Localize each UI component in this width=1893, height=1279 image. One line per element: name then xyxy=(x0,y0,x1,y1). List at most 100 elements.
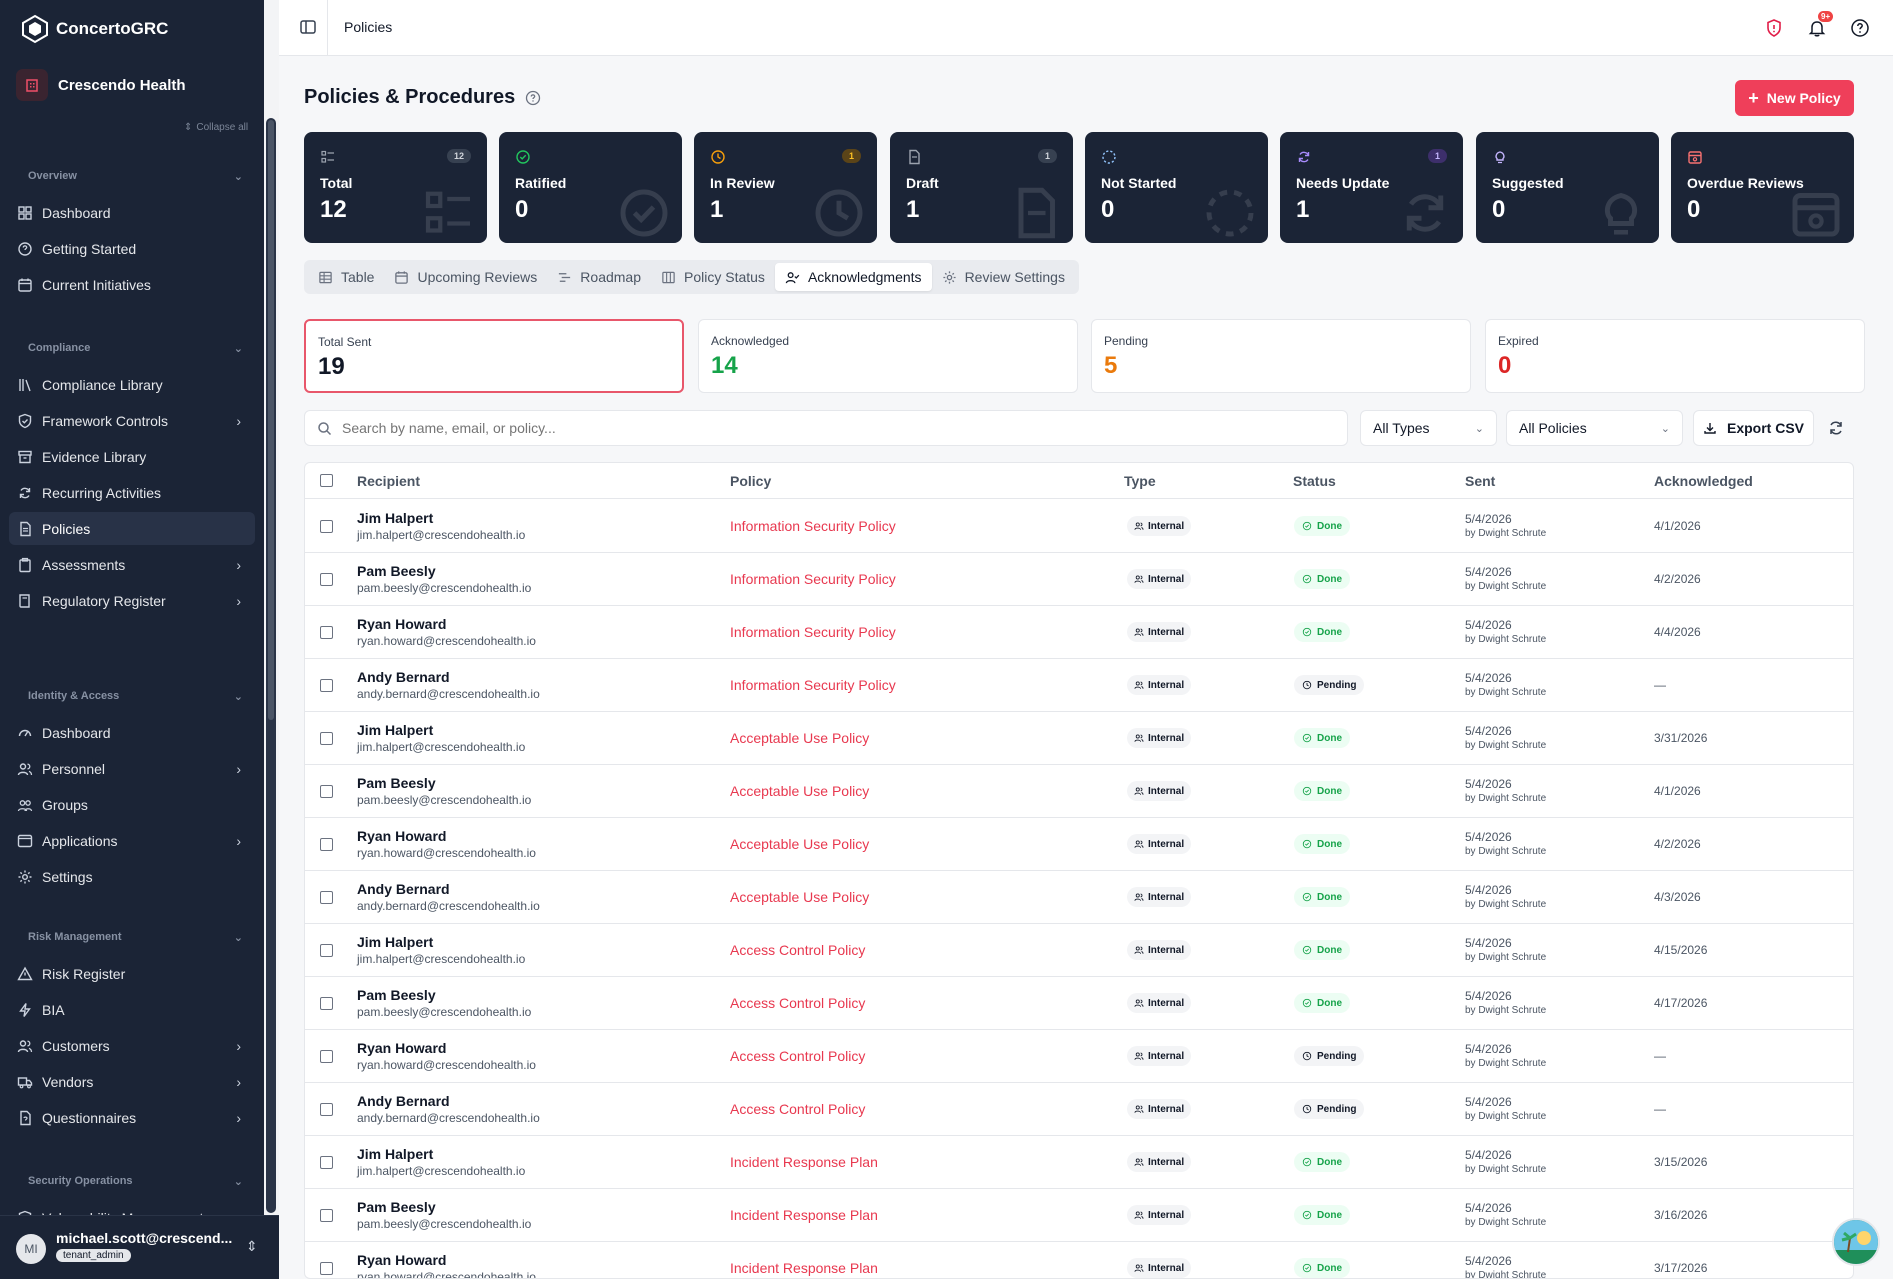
policy-link[interactable]: Incident Response Plan xyxy=(730,1260,878,1276)
stat-card-ratified[interactable]: Ratified 0 xyxy=(499,132,682,243)
table-row[interactable]: Jim Halpert jim.halpert@crescendohealth.i… xyxy=(305,1136,1853,1189)
table-row[interactable]: Jim Halpert jim.halpert@crescendohealth.i… xyxy=(305,712,1853,765)
ack-card-total-sent[interactable]: Total Sent 19 xyxy=(304,319,684,393)
col-acknowledged[interactable]: Acknowledged xyxy=(1654,473,1753,489)
sidebar-item-customers[interactable]: Customers › xyxy=(9,1029,255,1062)
sidebar-section-2[interactable]: Identity & Access ⌄ xyxy=(28,690,243,703)
sidebar-item-recurring-activities[interactable]: Recurring Activities xyxy=(9,476,255,509)
col-policy[interactable]: Policy xyxy=(730,473,772,489)
col-recipient[interactable]: Recipient xyxy=(357,473,421,489)
row-checkbox[interactable] xyxy=(320,785,333,798)
bell-icon[interactable] xyxy=(1806,17,1828,39)
row-checkbox[interactable] xyxy=(320,1103,333,1116)
tab-acknowledgments[interactable]: Acknowledgments xyxy=(774,263,932,291)
type-filter-select[interactable]: All Types ⌄ xyxy=(1360,410,1497,446)
sidebar-item-personnel[interactable]: Personnel › xyxy=(9,752,255,785)
table-row[interactable]: Pam Beesly pam.beesly@crescendohealth.io A… xyxy=(305,977,1853,1030)
shield-alert-icon[interactable] xyxy=(1763,17,1785,39)
stat-card-total[interactable]: Total 12 12 xyxy=(304,132,487,243)
table-row[interactable]: Andy Bernard andy.bernard@crescendohealth… xyxy=(305,871,1853,924)
table-row[interactable]: Pam Beesly pam.beesly@crescendohealth.io A… xyxy=(305,765,1853,818)
sidebar-item-framework-controls[interactable]: Framework Controls › xyxy=(9,404,255,437)
sidebar-section-0[interactable]: Overview ⌄ xyxy=(28,170,243,183)
col-status[interactable]: Status xyxy=(1293,473,1336,489)
row-checkbox[interactable] xyxy=(320,520,333,533)
policy-link[interactable]: Incident Response Plan xyxy=(730,1207,878,1223)
new-policy-button[interactable]: + New Policy xyxy=(1735,80,1854,116)
sidebar-item-dashboard[interactable]: Dashboard xyxy=(9,716,255,749)
policy-link[interactable]: Acceptable Use Policy xyxy=(730,730,870,746)
help-icon[interactable] xyxy=(1849,17,1871,39)
policy-link[interactable]: Information Security Policy xyxy=(730,677,896,693)
sidebar-item-assessments[interactable]: Assessments › xyxy=(9,548,255,581)
policy-link[interactable]: Acceptable Use Policy xyxy=(730,836,870,852)
sidebar-item-policies[interactable]: Policies xyxy=(9,512,255,545)
table-row[interactable]: Jim Halpert jim.halpert@crescendohealth.i… xyxy=(305,924,1853,977)
tab-review-settings[interactable]: Review Settings xyxy=(932,263,1075,291)
sidebar-item-bia[interactable]: BIA xyxy=(9,993,255,1026)
sidebar-item-compliance-library[interactable]: Compliance Library xyxy=(9,368,255,401)
stat-card-in-review[interactable]: In Review 1 1 xyxy=(694,132,877,243)
sidebar-item-current-initiatives[interactable]: Current Initiatives xyxy=(9,268,255,301)
policy-link[interactable]: Access Control Policy xyxy=(730,1048,866,1064)
row-checkbox[interactable] xyxy=(320,1262,333,1275)
table-row[interactable]: Ryan Howard ryan.howard@crescendohealth.i… xyxy=(305,606,1853,659)
tab-upcoming-reviews[interactable]: Upcoming Reviews xyxy=(384,263,547,291)
table-row[interactable]: Ryan Howard ryan.howard@crescendohealth.i… xyxy=(305,1030,1853,1083)
sidebar-section-3[interactable]: Risk Management ⌄ xyxy=(28,931,243,944)
ack-card-acknowledged[interactable]: Acknowledged 14 xyxy=(698,319,1078,393)
row-checkbox[interactable] xyxy=(320,626,333,639)
sidebar-section-1[interactable]: Compliance ⌄ xyxy=(28,342,243,355)
table-row[interactable]: Ryan Howard ryan.howard@crescendohealth.i… xyxy=(305,1242,1853,1278)
policy-link[interactable]: Information Security Policy xyxy=(730,624,896,640)
tab-table[interactable]: Table xyxy=(308,263,384,291)
row-checkbox[interactable] xyxy=(320,573,333,586)
policy-link[interactable]: Acceptable Use Policy xyxy=(730,783,870,799)
table-row[interactable]: Ryan Howard ryan.howard@crescendohealth.i… xyxy=(305,818,1853,871)
sidebar-item-vendors[interactable]: Vendors › xyxy=(9,1065,255,1098)
search-box[interactable] xyxy=(304,410,1348,446)
policy-filter-select[interactable]: All Policies ⌄ xyxy=(1506,410,1683,446)
sidebar-item-groups[interactable]: Groups xyxy=(9,788,255,821)
policy-link[interactable]: Acceptable Use Policy xyxy=(730,889,870,905)
ack-card-expired[interactable]: Expired 0 xyxy=(1485,319,1865,393)
row-checkbox[interactable] xyxy=(320,1156,333,1169)
sidebar-item-questionnaires[interactable]: Questionnaires › xyxy=(9,1101,255,1134)
sidebar-item-evidence-library[interactable]: Evidence Library xyxy=(9,440,255,473)
row-checkbox[interactable] xyxy=(320,891,333,904)
search-input[interactable] xyxy=(342,420,1322,436)
table-row[interactable]: Jim Halpert jim.halpert@crescendohealth.i… xyxy=(305,500,1853,553)
tab-roadmap[interactable]: Roadmap xyxy=(547,263,651,291)
table-row[interactable]: Andy Bernard andy.bernard@crescendohealth… xyxy=(305,659,1853,712)
stat-card-draft[interactable]: Draft 1 1 xyxy=(890,132,1073,243)
app-logo[interactable]: ConcertoGRC xyxy=(20,14,168,44)
ack-card-pending[interactable]: Pending 5 xyxy=(1091,319,1471,393)
policy-link[interactable]: Information Security Policy xyxy=(730,571,896,587)
sidebar-item-risk-register[interactable]: Risk Register xyxy=(9,957,255,990)
policy-link[interactable]: Access Control Policy xyxy=(730,942,866,958)
table-row[interactable]: Pam Beesly pam.beesly@crescendohealth.io I… xyxy=(305,1189,1853,1242)
sidebar-item-regulatory-register[interactable]: Regulatory Register › xyxy=(9,584,255,617)
select-all-checkbox[interactable] xyxy=(320,474,333,487)
row-checkbox[interactable] xyxy=(320,732,333,745)
table-row[interactable]: Pam Beesly pam.beesly@crescendohealth.io I… xyxy=(305,553,1853,606)
export-csv-button[interactable]: Export CSV xyxy=(1693,410,1814,446)
row-checkbox[interactable] xyxy=(320,838,333,851)
tab-policy-status[interactable]: Policy Status xyxy=(651,263,775,291)
user-menu[interactable]: MI michael.scott@crescend... tenant_admi… xyxy=(0,1215,279,1279)
sidebar-item-getting-started[interactable]: Getting Started xyxy=(9,232,255,265)
help-circle-icon[interactable] xyxy=(525,90,541,106)
col-sent[interactable]: Sent xyxy=(1465,473,1496,489)
sidebar-item-settings[interactable]: Settings xyxy=(9,860,255,893)
sidebar-toggle-icon[interactable] xyxy=(299,18,317,36)
sidebar-item-dashboard[interactable]: Dashboard xyxy=(9,196,255,229)
policy-link[interactable]: Access Control Policy xyxy=(730,995,866,1011)
assistant-fab[interactable] xyxy=(1832,1218,1880,1266)
sidebar-section-4[interactable]: Security Operations ⌄ xyxy=(28,1175,243,1188)
row-checkbox[interactable] xyxy=(320,997,333,1010)
policy-link[interactable]: Information Security Policy xyxy=(730,518,896,534)
stat-card-overdue-reviews[interactable]: Overdue Reviews 0 xyxy=(1671,132,1854,243)
stat-card-not-started[interactable]: Not Started 0 xyxy=(1085,132,1268,243)
policy-link[interactable]: Access Control Policy xyxy=(730,1101,866,1117)
col-type[interactable]: Type xyxy=(1124,473,1156,489)
